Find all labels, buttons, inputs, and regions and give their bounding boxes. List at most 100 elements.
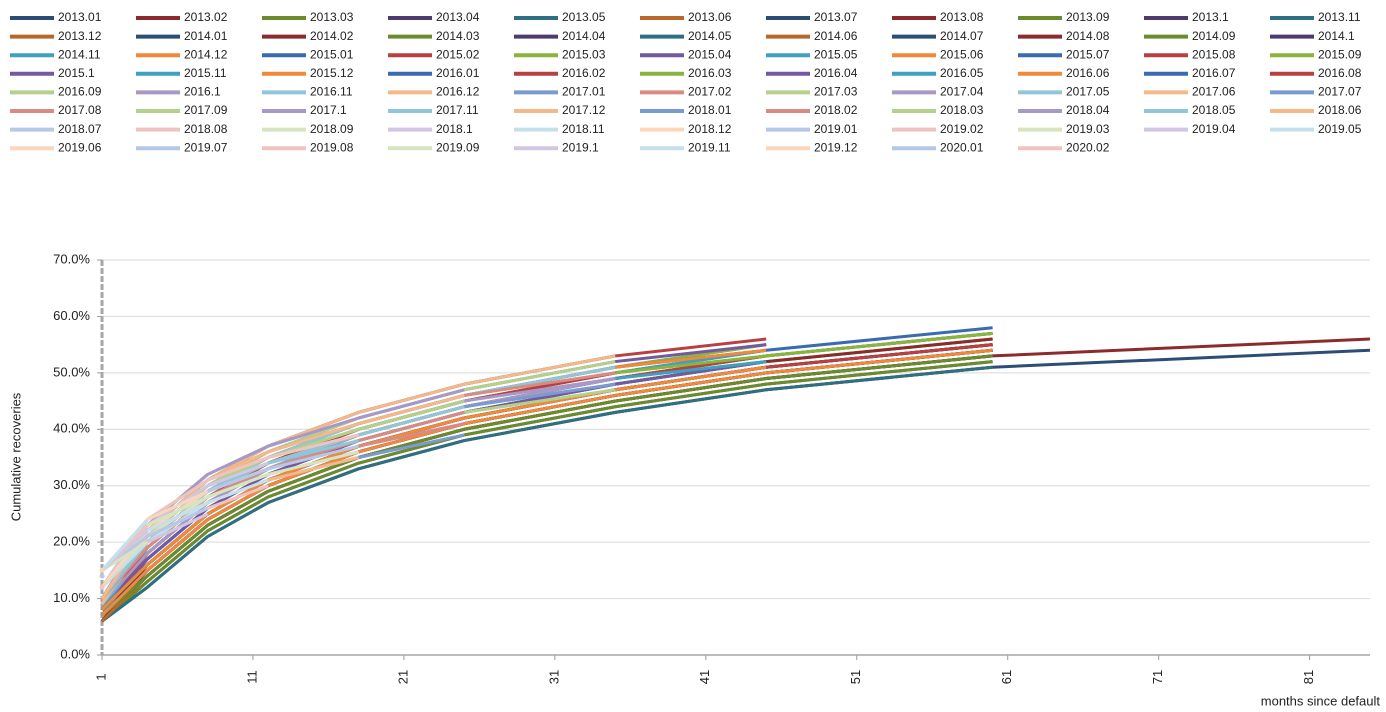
y-tick-label: 0.0% [60, 646, 90, 661]
legend-label: 2016.1 [184, 85, 221, 99]
legend-label: 2018.02 [814, 103, 858, 117]
legend-label: 2018.01 [688, 103, 732, 117]
x-tick-label: 81 [1301, 670, 1316, 684]
legend-label: 2018.04 [1066, 103, 1110, 117]
legend-label: 2016.09 [58, 85, 102, 99]
legend-label: 2014.03 [436, 29, 480, 43]
legend-label: 2013.02 [184, 10, 228, 24]
x-tick-label: 61 [999, 670, 1014, 684]
legend-label: 2016.07 [1192, 66, 1236, 80]
legend-label: 2018.08 [184, 122, 228, 136]
legend-label: 2017.09 [184, 103, 228, 117]
y-axis-label: Cumulative recoveries [8, 392, 23, 521]
legend-label: 2016.12 [436, 85, 480, 99]
legend-label: 2017.04 [940, 85, 984, 99]
legend-label: 2015.1 [58, 66, 95, 80]
series-line [100, 337, 1371, 623]
legend-label: 2020.01 [940, 140, 984, 154]
legend-label: 2013.06 [688, 10, 732, 24]
line-point [99, 584, 105, 590]
legend-label: 2015.02 [436, 47, 480, 61]
legend-label: 2015.03 [562, 47, 606, 61]
legend-label: 2016.06 [1066, 66, 1110, 80]
y-tick-label: 70.0% [53, 251, 90, 266]
series-line [100, 343, 767, 611]
legend-label: 2018.03 [940, 103, 984, 117]
legend-label: 2014.04 [562, 29, 606, 43]
legend-label: 2014.01 [184, 29, 228, 43]
legend-label: 2014.08 [1066, 29, 1110, 43]
legend-label: 2017.07 [1318, 85, 1362, 99]
legend-label: 2019.09 [436, 140, 480, 154]
legend-label: 2013.03 [310, 10, 354, 24]
legend-label: 2018.05 [1192, 103, 1236, 117]
legend-label: 2016.11 [310, 85, 353, 99]
legend-label: 2018.07 [58, 122, 102, 136]
legend-label: 2014.07 [940, 29, 984, 43]
series-line [101, 365, 993, 623]
legend-label: 2013.08 [940, 10, 984, 24]
y-tick-label: 50.0% [53, 364, 90, 379]
y-tick-label: 60.0% [53, 308, 90, 323]
legend-label: 2015.08 [1192, 47, 1236, 61]
line-point [99, 573, 105, 579]
y-tick-label: 10.0% [53, 590, 90, 605]
legend-label: 2019.01 [814, 122, 858, 136]
legend-label: 2016.04 [814, 66, 858, 80]
legend: 2013.01 2013.02 2013.03 2013.04 2013.05 2013.… [10, 10, 1362, 154]
series-line [100, 410, 465, 600]
x-tick-label: 51 [848, 670, 863, 684]
legend-label: 2019.07 [184, 140, 228, 154]
x-tick-label: 1 [93, 673, 108, 680]
x-tick-label: 41 [697, 670, 712, 684]
legend-label: 2018.1 [436, 122, 473, 136]
legend-label: 2019.04 [1192, 122, 1236, 136]
x-axis-label: months since default [1261, 693, 1381, 708]
legend-label: 2016.01 [436, 66, 480, 80]
legend-label: 2017.08 [58, 103, 102, 117]
legend-label: 2017.01 [562, 85, 606, 99]
legend-label: 2015.11 [184, 66, 227, 80]
legend-label: 2019.03 [1066, 122, 1110, 136]
legend-label: 2017.02 [688, 85, 732, 99]
legend-label: 2015.01 [310, 47, 354, 61]
series-line [101, 360, 993, 623]
legend-label: 2018.11 [562, 122, 605, 136]
y-tick-label: 30.0% [53, 477, 90, 492]
legend-label: 2017.1 [310, 103, 347, 117]
series-line [100, 343, 767, 611]
legend-label: 2018.12 [688, 122, 732, 136]
legend-label: 2014.06 [814, 29, 858, 43]
legend-label: 2017.11 [436, 103, 479, 117]
legend-label: 2017.12 [562, 103, 606, 117]
legend-label: 2016.08 [1318, 66, 1362, 80]
series-line [100, 337, 767, 606]
legend-label: 2016.05 [940, 66, 984, 80]
legend-label: 2017.05 [1066, 85, 1110, 99]
legend-label: 2013.11 [1318, 10, 1361, 24]
x-tick-label: 31 [546, 670, 561, 684]
series-line [100, 371, 616, 606]
legend-label: 2017.06 [1192, 85, 1236, 99]
legend-label: 2013.04 [436, 10, 480, 24]
legend-label: 2015.05 [814, 47, 858, 61]
legend-label: 2019.1 [562, 140, 599, 154]
legend-label: 2016.02 [562, 66, 606, 80]
legend-label: 2014.1 [1318, 29, 1355, 43]
legend-label: 2015.07 [1066, 47, 1110, 61]
legend-label: 2019.08 [310, 140, 354, 154]
legend-label: 2013.1 [1192, 10, 1229, 24]
legend-label: 2015.09 [1318, 47, 1362, 61]
legend-label: 2013.05 [562, 10, 606, 24]
legend-label: 2018.09 [310, 122, 354, 136]
legend-label: 2017.03 [814, 85, 858, 99]
x-tick-label: 71 [1150, 670, 1165, 684]
legend-label: 2014.09 [1192, 29, 1236, 43]
legend-label: 2015.06 [940, 47, 984, 61]
legend-label: 2019.02 [940, 122, 984, 136]
legend-label: 2013.09 [1066, 10, 1110, 24]
legend-label: 2015.12 [310, 66, 354, 80]
legend-label: 2013.01 [58, 10, 102, 24]
x-tick-label: 11 [244, 670, 259, 684]
